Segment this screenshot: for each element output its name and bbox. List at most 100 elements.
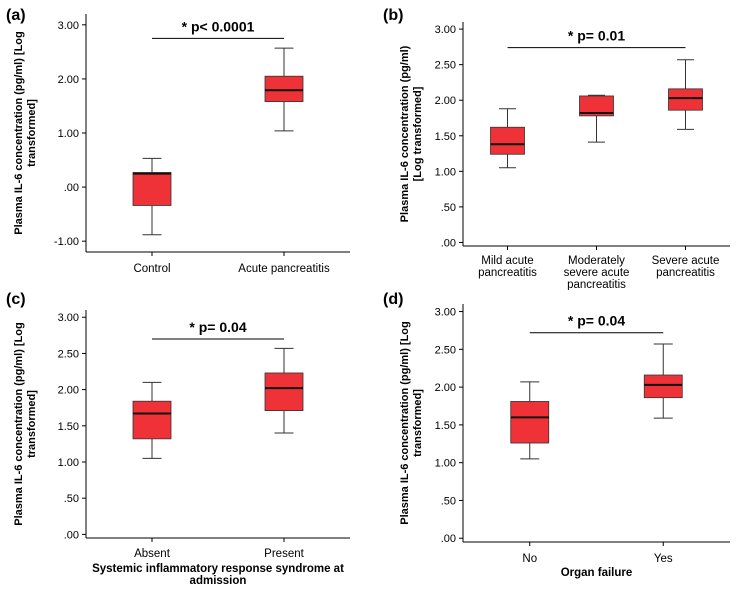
panel-a: (a) Plasma IL-6 concentration (pg/ml) [Lo… (0, 0, 375, 290)
y-axis-label-line: Plasma IL-6 concentration (pg/ml) (399, 45, 411, 222)
y-tick-label: .00 (441, 533, 456, 545)
significance-label: * p= 0.01 (568, 28, 625, 44)
y-axis-label-line: Plasma IL-6 concentration (pg/ml) [Log (399, 321, 411, 525)
x-tick-label: Moderately severe acute pancreatitis (564, 255, 630, 290)
panel-label: (c) (6, 291, 26, 308)
x-tick-label-line: pancreatitis (656, 267, 715, 279)
panel-d: (d) Plasma IL-6 concentration (pg/ml) [Lo… (375, 290, 750, 589)
significance-text: p= 0.04 (199, 319, 247, 335)
y-axis-label-line: transformed] (26, 390, 38, 458)
x-tick-label-line: severe acute (564, 267, 630, 279)
box-iqr (643, 374, 683, 399)
y-tick-label: .00 (64, 529, 79, 541)
box-group (132, 381, 172, 459)
y-tick-label: 2.00 (58, 74, 79, 86)
y-tick-label: 1.00 (58, 457, 79, 469)
x-tick-label-line: Mild acute (481, 255, 533, 267)
significance-marker: * (568, 313, 577, 329)
x-tick-label: No (522, 553, 537, 565)
box-iqr (264, 75, 304, 103)
y-tick-label: 2.50 (58, 348, 79, 360)
boxplot-d: (d) Plasma IL-6 concentration (pg/ml) [Lo… (383, 291, 730, 579)
x-axis-label: Organ failure (561, 567, 633, 579)
y-axis-label: Plasma IL-6 concentration (pg/ml) [Logtr… (13, 31, 38, 235)
y-tick-label: .00 (441, 237, 456, 249)
y-tick-label: .50 (441, 202, 456, 214)
panel-c: (c) Plasma IL-6 concentration (pg/ml) [Lo… (0, 290, 375, 589)
y-tick-label: 3.00 (435, 24, 456, 36)
y-axis-label-line: Plasma IL-6 concentration (pg/ml) [Log (13, 31, 25, 235)
box-iqr (668, 88, 703, 111)
y-axis-label-line: transformed] (412, 389, 424, 457)
y-tick-label: 1.50 (435, 131, 456, 143)
x-tick-label: Severe acute pancreatitis (652, 255, 720, 279)
significance-text: p= 0.04 (577, 313, 625, 329)
panel-label: (d) (383, 291, 403, 308)
x-axis-label-line: Systemic inflammatory response syndrome … (92, 563, 344, 575)
y-tick-label: 2.50 (435, 344, 456, 356)
y-tick-label: 3.00 (435, 307, 456, 319)
x-tick-label-line: Control (133, 263, 170, 275)
y-tick-label: 1.00 (435, 458, 456, 470)
x-tick-label-line: Present (264, 548, 304, 560)
y-tick-label: -1.00 (54, 236, 79, 248)
x-tick-label-line: No (522, 553, 537, 565)
y-axis-label: Plasma IL-6 concentration (pg/ml)[Log tr… (399, 45, 424, 222)
boxplot-a: (a) Plasma IL-6 concentration (pg/ml) [Lo… (6, 7, 350, 275)
box-iqr (132, 172, 172, 206)
box-iqr (132, 400, 172, 440)
y-axis-label-line: Plasma IL-6 concentration (pg/ml) [Log (13, 322, 25, 526)
box-iqr (579, 95, 614, 117)
y-tick-label: 2.00 (435, 95, 456, 107)
box-iqr (510, 401, 550, 444)
box-group (490, 108, 525, 169)
box-iqr (490, 126, 525, 155)
y-tick-label: .50 (441, 495, 456, 507)
y-tick-label: 3.00 (58, 20, 79, 32)
y-axis-label: Plasma IL-6 concentration (pg/ml) [Logtr… (399, 321, 424, 525)
x-axis-label: Systemic inflammatory response syndrome … (92, 563, 344, 587)
x-axis-label-line: Organ failure (561, 567, 633, 579)
x-tick-label-line: Moderately (568, 255, 625, 267)
x-tick-label-line: pancreatitis (567, 279, 626, 290)
x-axis-label-line: admission (190, 575, 247, 587)
significance-text: p= 0.01 (577, 28, 625, 44)
significance-marker: * (568, 28, 577, 44)
box-group (643, 343, 683, 419)
y-tick-label: 1.00 (435, 166, 456, 178)
y-tick-label: 1.00 (58, 128, 79, 140)
significance-marker: * (182, 18, 191, 34)
box-group (668, 59, 703, 130)
box-group (132, 157, 172, 236)
x-tick-label-line: pancreatitis (478, 267, 537, 279)
y-tick-label: 2.50 (435, 60, 456, 72)
y-tick-label: .50 (64, 493, 79, 505)
y-tick-label: 2.00 (58, 385, 79, 397)
y-tick-label: 1.50 (435, 420, 456, 432)
x-tick-label: Present (264, 548, 304, 560)
y-tick-label: .00 (64, 182, 79, 194)
y-tick-label: 1.50 (58, 421, 79, 433)
x-tick-label: Control (133, 263, 170, 275)
box-group (264, 47, 304, 132)
x-tick-label-line: Acute pancreatitis (238, 263, 330, 275)
box-iqr (264, 372, 304, 412)
x-tick-label: Yes (654, 553, 673, 565)
x-tick-label: Acute pancreatitis (238, 263, 330, 275)
significance-marker: * (189, 319, 198, 335)
significance-label: * p= 0.04 (568, 313, 625, 329)
y-axis-label-line: transformed] (26, 99, 38, 167)
significance-label: * p= 0.04 (189, 319, 246, 335)
y-tick-label: 3.00 (58, 312, 79, 324)
y-axis-label: Plasma IL-6 concentration (pg/ml) [Logtr… (13, 322, 38, 526)
x-tick-label-line: Yes (654, 553, 673, 565)
boxplot-b: (b) Plasma IL-6 concentration (pg/ml)[Log… (383, 7, 730, 291)
panel-label: (a) (6, 7, 26, 24)
y-axis-label-line: [Log transformed] (412, 86, 424, 181)
panel-b: (b) Plasma IL-6 concentration (pg/ml)[Log… (375, 0, 750, 291)
box-group (264, 347, 304, 434)
significance-text: p< 0.0001 (191, 18, 255, 34)
box-group (579, 94, 614, 143)
x-tick-label-line: Severe acute (652, 255, 720, 267)
box-group (510, 381, 550, 460)
